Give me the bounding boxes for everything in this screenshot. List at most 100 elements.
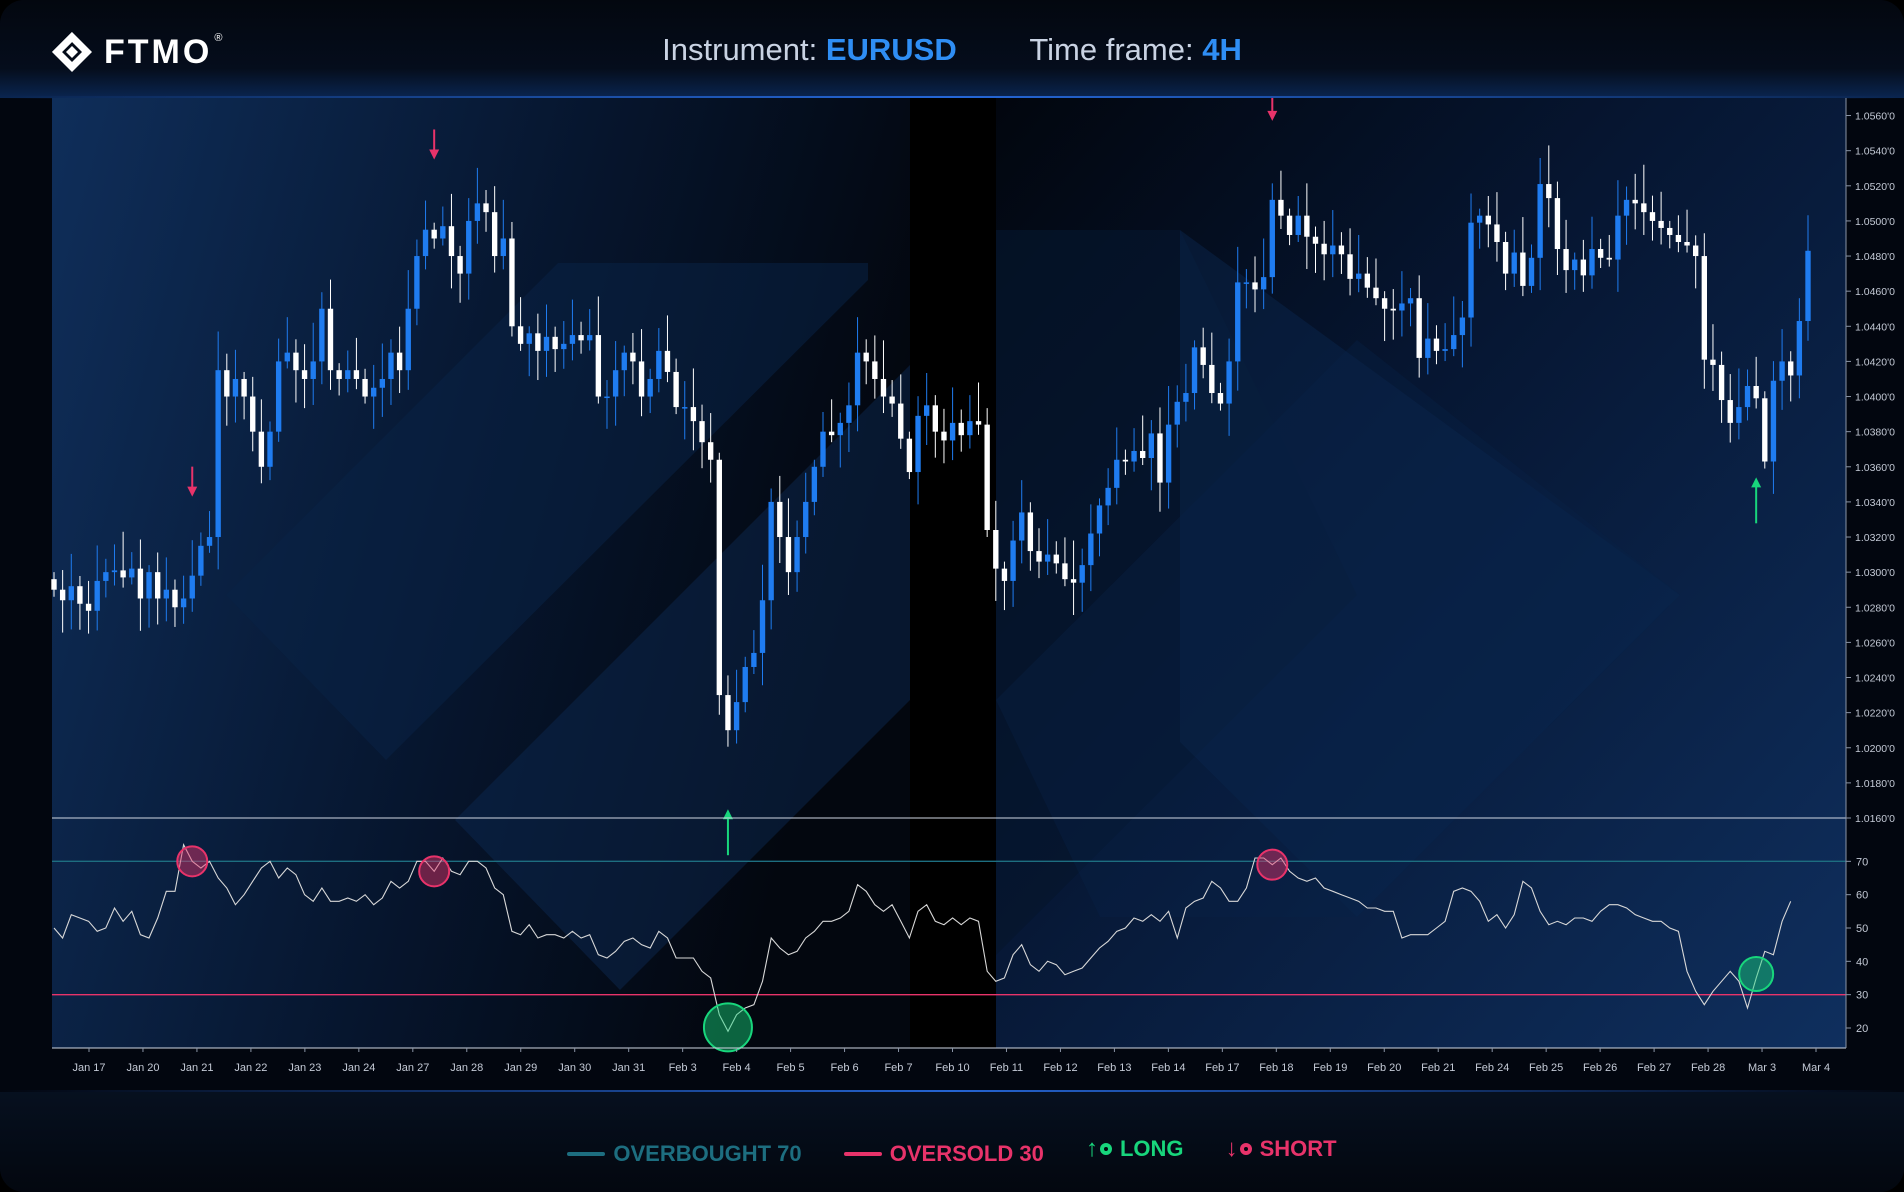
candle (1269, 183, 1275, 294)
candle-body (1105, 487, 1111, 506)
candle (1036, 528, 1042, 579)
candle-body (1252, 282, 1258, 290)
candle (1572, 252, 1578, 290)
candle-body (1649, 212, 1656, 221)
candle-body (163, 589, 170, 599)
candle-body (1597, 249, 1604, 258)
date-tick-label: Feb 3 (669, 1062, 697, 1074)
candle (1554, 181, 1561, 276)
candle (967, 395, 973, 449)
candle (1027, 502, 1034, 571)
price-tick-label: 1.0220'0 (1855, 708, 1895, 720)
candle (1148, 420, 1155, 491)
candle-body (630, 352, 636, 362)
candle (388, 339, 394, 405)
candle (1511, 229, 1517, 287)
candle (509, 221, 515, 337)
candle (1019, 480, 1025, 564)
candle (474, 167, 481, 244)
date-tick-label: Jan 28 (450, 1062, 483, 1074)
candle (569, 299, 576, 361)
candle (1485, 195, 1491, 248)
candle-body (1131, 450, 1137, 462)
footer-divider (0, 1090, 1904, 1093)
long-signal-circle (702, 1002, 753, 1053)
candle-body (1623, 199, 1630, 216)
candle (638, 329, 645, 417)
long-dot-icon (1099, 1143, 1112, 1155)
date-tick-label: Feb 24 (1475, 1062, 1509, 1074)
candle-body (1096, 505, 1103, 534)
candle-body (1692, 245, 1699, 257)
oversold-line-swatch (843, 1152, 882, 1156)
candle (371, 364, 377, 429)
candle-body (517, 326, 524, 344)
candle-body (483, 203, 489, 213)
candle (1658, 191, 1664, 245)
candle (1701, 233, 1707, 389)
footer (0, 1092, 1904, 1192)
signal-markers (176, 98, 1775, 1053)
candle-body (1381, 298, 1388, 309)
legend-short: ↓ SHORT (1226, 1135, 1337, 1163)
date-tick-label: Jan 22 (234, 1062, 267, 1074)
candle (690, 368, 697, 451)
overbought-line-swatch (567, 1152, 606, 1156)
candle-body (578, 335, 584, 341)
candle-body (319, 308, 325, 362)
candle (267, 421, 273, 481)
candle-body (967, 421, 973, 436)
candle (1563, 219, 1569, 293)
candle-body (491, 212, 498, 257)
candle (206, 511, 213, 553)
candle-body (1589, 249, 1595, 276)
candle (958, 409, 964, 452)
candle-body (733, 702, 740, 731)
candle (1753, 356, 1759, 409)
candle-body (1347, 254, 1353, 279)
candle-body (1554, 198, 1561, 250)
candle-body (1364, 273, 1371, 288)
brand-name: FTMO (104, 32, 213, 71)
candle-body (707, 442, 714, 460)
candle-body (1269, 199, 1275, 278)
date-tick-label: Feb 26 (1583, 1062, 1617, 1074)
candle (466, 198, 472, 300)
candle (51, 572, 57, 597)
candle-body (535, 333, 541, 351)
candle-body (68, 586, 74, 601)
candle-body (1053, 554, 1059, 564)
instrument-info: Instrument: EURUSD (662, 32, 957, 68)
candle-body (388, 352, 394, 379)
legend-short-label: SHORT (1259, 1136, 1337, 1161)
candle (1667, 220, 1673, 249)
candle-body (457, 256, 463, 274)
candle (1718, 351, 1725, 423)
candle (353, 337, 360, 390)
timeframe-value: 4H (1202, 32, 1242, 67)
candle (984, 408, 990, 538)
candle (1727, 374, 1733, 443)
candle-body (137, 568, 144, 599)
date-tick-label: Mar 4 (1802, 1062, 1830, 1074)
candle-body (690, 407, 697, 422)
candle (1079, 548, 1085, 612)
candle-body (189, 575, 195, 599)
candle (319, 292, 325, 385)
candle-body (975, 421, 982, 425)
date-tick-label: Feb 28 (1691, 1062, 1725, 1074)
candle (759, 564, 766, 686)
candle (906, 431, 913, 480)
candle (241, 371, 247, 420)
candle-body (656, 350, 662, 379)
candle-body (993, 530, 999, 569)
candle-body (1295, 215, 1301, 235)
candle (716, 452, 722, 715)
candle (872, 335, 878, 399)
candle (293, 339, 299, 403)
candle-body (155, 572, 161, 599)
candle-body (1494, 224, 1500, 242)
candle (673, 358, 679, 415)
candle (699, 404, 705, 469)
candle (405, 270, 411, 390)
